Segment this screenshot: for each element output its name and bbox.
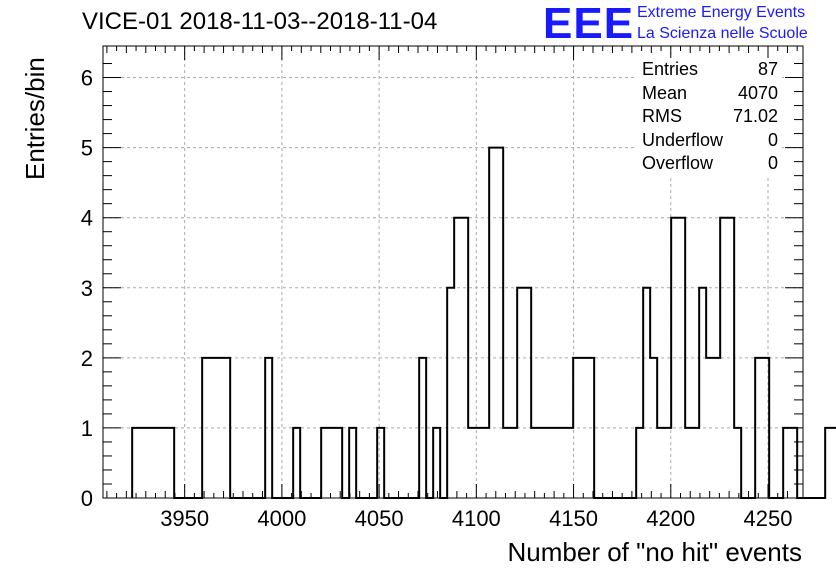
histogram-bin <box>692 428 699 498</box>
histogram-bin <box>545 428 552 498</box>
histogram-bin <box>146 428 153 498</box>
histogram-bin <box>496 148 503 498</box>
histogram-bin <box>790 428 797 498</box>
histogram-bin <box>293 428 300 498</box>
stat-row-underflow: Underflow 0 <box>636 129 782 153</box>
plot-frame <box>102 45 804 499</box>
histogram-bin <box>531 428 538 498</box>
y-tick-label: 0 <box>81 486 93 511</box>
stat-label: Mean <box>642 82 688 103</box>
y-tick-label: 2 <box>81 346 93 371</box>
y-tick-label: 5 <box>81 136 93 161</box>
stat-label: Entries <box>642 59 699 79</box>
histogram-bin <box>132 428 139 498</box>
x-axis-label: Number of "no hit" events <box>507 537 803 567</box>
histogram-bin <box>482 428 489 498</box>
histogram-bin <box>636 428 643 498</box>
histogram-bin <box>538 428 545 498</box>
x-tick-label: 4050 <box>355 506 404 531</box>
y-tick-label: 6 <box>81 66 93 91</box>
stat-value: 87 <box>757 59 778 79</box>
stat-row-rms: RMS 71.02 <box>636 105 782 129</box>
histogram-bin <box>433 428 440 498</box>
histogram-bin <box>559 428 566 498</box>
stat-label: Overflow <box>642 153 714 173</box>
histogram-bin <box>825 428 832 498</box>
stat-label: Underflow <box>642 129 724 150</box>
histogram-bin <box>349 428 356 498</box>
histogram-bin <box>447 288 454 498</box>
histogram-bin <box>503 428 510 498</box>
histogram-bin <box>685 428 692 498</box>
x-tick-label: 3950 <box>160 506 209 531</box>
histogram-bin <box>517 288 524 498</box>
histogram-bin <box>524 288 531 498</box>
histogram-bin <box>153 428 160 498</box>
stats-box: Entries 87 Mean 4070 RMS 71.02 Underflow… <box>636 58 782 176</box>
stat-label: RMS <box>642 106 682 126</box>
histogram-bin <box>139 428 146 498</box>
histogram-bin <box>734 428 741 498</box>
histogram-bin <box>643 288 650 498</box>
histogram-bin <box>510 428 517 498</box>
y-tick-label: 4 <box>81 206 93 231</box>
histogram-bin <box>335 428 342 498</box>
stat-row-mean: Mean 4070 <box>636 82 782 106</box>
eee-logo-mark: EEE <box>543 0 635 48</box>
x-tick-label: 4200 <box>646 506 695 531</box>
x-tick-label: 4100 <box>452 506 501 531</box>
histogram-outline <box>131 146 836 499</box>
x-tick-label: 4250 <box>744 506 793 531</box>
stat-value: 0 <box>767 129 778 150</box>
histogram-bin <box>566 428 573 498</box>
histogram-bin <box>552 428 559 498</box>
x-tick-label: 4150 <box>549 506 598 531</box>
histogram-bin <box>377 428 384 498</box>
histogram-bin <box>832 428 836 498</box>
histogram-bin <box>699 288 706 498</box>
stat-value: 4070 <box>737 82 778 103</box>
logo-line-1: Extreme Energy Events <box>637 4 806 21</box>
histogram-bin <box>489 148 496 498</box>
x-tick-label: 4000 <box>257 506 306 531</box>
chart-title: VICE-01 2018-11-03--2018-11-04 <box>82 8 438 35</box>
y-axis-label: Entries/bin <box>20 57 50 180</box>
histogram-bin <box>328 428 335 498</box>
stat-row-entries: Entries 87 <box>636 58 782 82</box>
stat-value: 0 <box>767 153 778 173</box>
histogram-bin <box>783 428 790 498</box>
stat-row-overflow: Overflow 0 <box>636 152 782 176</box>
histogram-bin <box>657 428 664 498</box>
histogram-bin <box>468 428 475 498</box>
logo-line-2: La Scienza nelle Scuole <box>637 25 808 42</box>
histogram-bin <box>321 428 328 498</box>
histogram-bin <box>167 428 174 498</box>
stat-value: 71.02 <box>732 106 778 126</box>
y-tick-label: 1 <box>81 416 93 441</box>
histogram-bin <box>664 428 671 498</box>
histogram-bin <box>160 428 167 498</box>
y-tick-label: 3 <box>81 276 93 301</box>
